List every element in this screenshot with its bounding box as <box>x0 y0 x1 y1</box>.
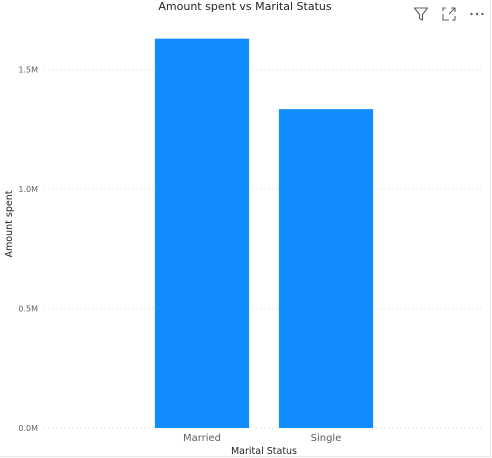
y-tick-label: 1.5M <box>18 66 38 75</box>
x-axis-title: Marital Status <box>231 446 297 456</box>
bar-married[interactable] <box>154 38 250 429</box>
bar-single[interactable] <box>278 109 374 428</box>
y-axis-title: Amount spent <box>4 190 15 257</box>
y-tick-label: 0.5M <box>18 305 38 314</box>
x-axis-ticks: Married Single <box>183 433 341 444</box>
focus-mode-icon[interactable] <box>440 5 458 23</box>
y-tick-label: 0.0M <box>18 424 38 433</box>
x-tick-label: Single <box>311 433 342 444</box>
y-axis-ticks: 0.0M 0.5M 1.0M 1.5M <box>18 66 38 433</box>
x-tick-label: Married <box>183 433 221 444</box>
gridlines <box>44 69 482 429</box>
visual-header-icons <box>412 5 486 23</box>
filter-icon[interactable] <box>412 5 430 23</box>
more-options-icon[interactable] <box>468 5 486 23</box>
y-tick-label: 1.0M <box>18 185 38 194</box>
bars <box>154 38 374 429</box>
chart-title: Amount spent vs Marital Status <box>158 0 332 13</box>
